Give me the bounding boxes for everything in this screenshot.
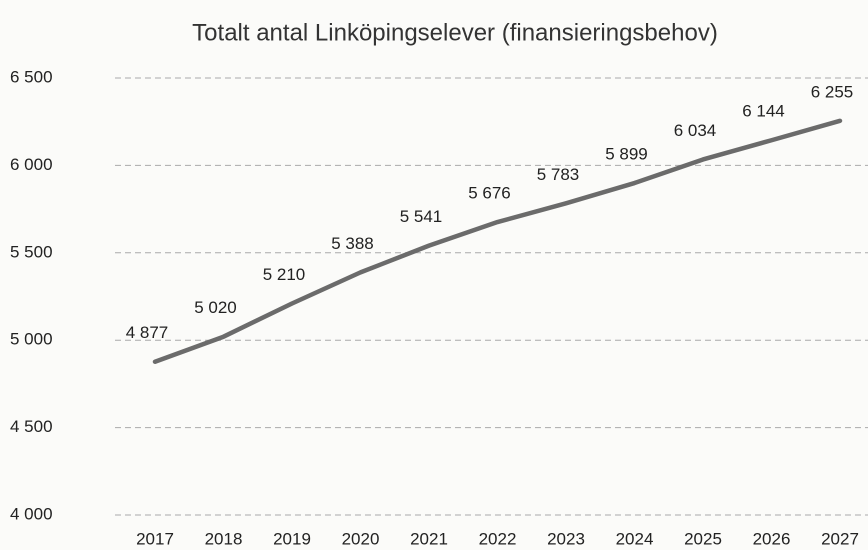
chart-title: Totalt antal Linköpingselever (finansier… <box>192 19 718 46</box>
data-label: 5 210 <box>263 265 306 284</box>
x-tick-label: 2027 <box>821 529 859 548</box>
data-label: 4 877 <box>126 323 169 342</box>
x-tick-label: 2022 <box>479 529 517 548</box>
y-tick-label: 4 000 <box>10 504 53 523</box>
data-label: 5 541 <box>400 207 443 226</box>
y-tick-label: 5 000 <box>10 330 53 349</box>
y-tick-label: 6 000 <box>10 155 53 174</box>
data-label: 5 020 <box>194 298 237 317</box>
y-tick-label: 6 500 <box>10 67 53 86</box>
data-label: 5 388 <box>331 234 374 253</box>
data-label: 5 783 <box>537 165 580 184</box>
x-tick-label: 2019 <box>273 529 311 548</box>
x-tick-label: 2017 <box>136 529 174 548</box>
x-tick-label: 2021 <box>410 529 448 548</box>
data-label: 5 676 <box>468 184 511 203</box>
y-tick-label: 4 500 <box>10 417 53 436</box>
data-label: 6 255 <box>811 82 854 101</box>
x-tick-label: 2026 <box>753 529 791 548</box>
x-tick-label: 2020 <box>342 529 380 548</box>
data-label: 6 034 <box>674 121 717 140</box>
x-tick-label: 2023 <box>547 529 585 548</box>
line <box>152 118 843 364</box>
x-tick-label: 2018 <box>205 529 243 548</box>
x-tick-label: 2024 <box>616 529 654 548</box>
data-label: 5 899 <box>605 145 648 164</box>
data-label: 6 144 <box>742 102 785 121</box>
x-tick-label: 2025 <box>684 529 722 548</box>
y-tick-label: 5 500 <box>10 242 53 261</box>
